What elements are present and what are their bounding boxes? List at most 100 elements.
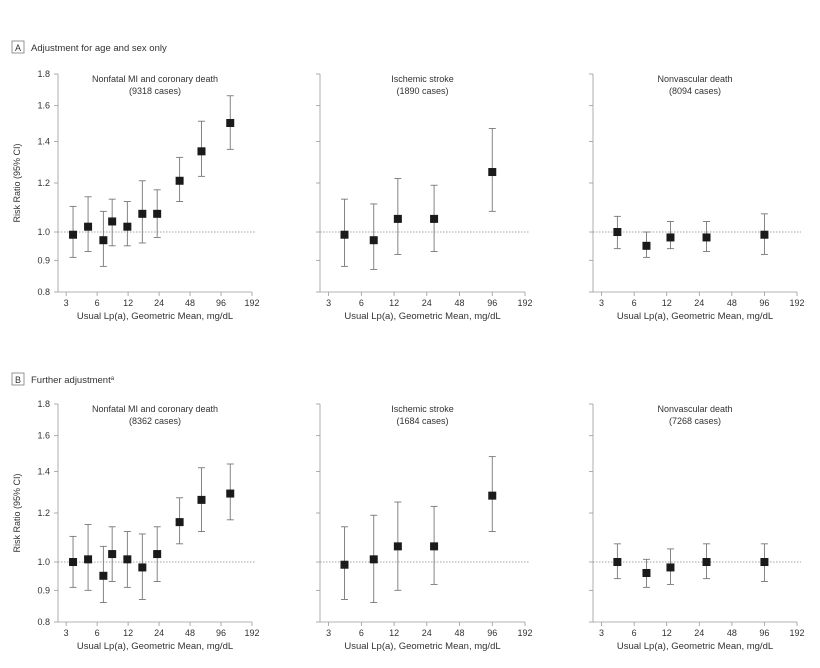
data-point-marker: [84, 222, 93, 231]
data-point-marker: [613, 558, 622, 567]
data-point-marker: [138, 209, 147, 218]
x-tick-label: 48: [455, 628, 465, 638]
x-tick-label: 3: [599, 628, 604, 638]
x-tick-label: 192: [244, 628, 259, 638]
data-point-marker: [153, 550, 162, 559]
subplot-title: Nonvascular death: [657, 74, 732, 84]
x-tick-label: 3: [326, 298, 331, 308]
data-point-marker: [613, 228, 622, 237]
y-tick-label: 1.2: [37, 178, 50, 188]
data-point-marker: [642, 568, 651, 577]
y-tick-label: 1.6: [37, 431, 50, 441]
y-tick-label: 1.0: [37, 227, 50, 237]
data-point-marker: [197, 495, 206, 504]
data-point-marker: [488, 491, 497, 500]
data-point-marker: [153, 209, 162, 218]
data-point-marker: [393, 542, 402, 551]
data-point-marker: [69, 230, 78, 239]
x-tick-label: 192: [789, 298, 804, 308]
x-tick-label: 192: [244, 298, 259, 308]
data-point-marker: [138, 563, 147, 572]
data-point-marker: [760, 230, 769, 239]
x-tick-label: 48: [727, 628, 737, 638]
panel-a-letter: A: [15, 43, 21, 53]
x-axis-label: Usual Lp(a), Geometric Mean, mg/dL: [77, 641, 233, 652]
data-point-marker: [175, 518, 184, 527]
x-tick-label: 48: [455, 298, 465, 308]
x-tick-label: 48: [727, 298, 737, 308]
subplot-title: Nonfatal MI and coronary death: [92, 404, 218, 414]
data-point-marker: [666, 233, 675, 242]
data-point-marker: [430, 214, 439, 223]
data-point-marker: [197, 147, 206, 156]
data-point-marker: [108, 550, 117, 559]
x-tick-label: 12: [662, 628, 672, 638]
data-point-marker: [666, 563, 675, 572]
svg-text:Further adjustmenta: Further adjustmenta: [31, 375, 115, 386]
x-tick-label: 96: [759, 298, 769, 308]
x-axis-label: Usual Lp(a), Geometric Mean, mg/dL: [344, 641, 500, 652]
x-axis-label: Usual Lp(a), Geometric Mean, mg/dL: [77, 311, 233, 322]
data-point-marker: [226, 119, 235, 128]
panel-a-header: A Adjustment for age and sex only: [11, 40, 167, 54]
x-tick-label: 96: [216, 628, 226, 638]
data-point-marker: [84, 555, 93, 564]
data-point-marker: [702, 558, 711, 567]
subplot-a-3: 3 6 12 24 48 96 192 Usual Lp(a), Geometric Mean…: [589, 73, 805, 322]
subplot-a-1: 1.8 1.6 1.4 1.2 1.0 0.9 0.8 Risk Ratio (95% CI)…: [12, 69, 260, 322]
panel-b-title: Further adjustment: [31, 375, 111, 386]
panel-b-footnote-mark: a: [111, 376, 115, 382]
subplot-subtitle: (8094 cases): [669, 86, 721, 96]
data-point-marker: [123, 222, 132, 231]
panel-a-letter-box: [11, 40, 25, 54]
subplot-title: Ischemic stroke: [391, 74, 454, 84]
subplot-subtitle: (1890 cases): [396, 86, 448, 96]
panel-b-letter-box: [11, 372, 25, 386]
x-tick-label: 24: [422, 628, 432, 638]
data-point-marker: [175, 176, 184, 185]
x-axis-label: Usual Lp(a), Geometric Mean, mg/dL: [617, 311, 773, 322]
data-point-marker: [369, 236, 378, 245]
x-tick-label: 48: [185, 628, 195, 638]
x-tick-label: 12: [123, 628, 133, 638]
data-point-marker: [99, 236, 108, 245]
subplot-subtitle: (9318 cases): [129, 86, 181, 96]
data-point-marker: [340, 230, 349, 239]
x-tick-label: 96: [759, 628, 769, 638]
x-tick-label: 12: [389, 628, 399, 638]
x-tick-label: 48: [185, 298, 195, 308]
data-point-marker: [760, 558, 769, 567]
y-tick-label: 1.2: [37, 508, 50, 518]
panel-b-header: B Further adjustmenta: [11, 372, 115, 386]
x-tick-label: 96: [487, 628, 497, 638]
subplot-a-2: 3 6 12 24 48 96 192 Usual Lp(a), Geometric Mean…: [316, 73, 533, 322]
x-tick-label: 3: [599, 298, 604, 308]
x-tick-label: 24: [694, 628, 704, 638]
subplot-subtitle: (1684 cases): [396, 416, 448, 426]
x-tick-label: 6: [95, 298, 100, 308]
x-tick-label: 6: [95, 628, 100, 638]
subplot-subtitle: (8362 cases): [129, 416, 181, 426]
y-tick-label: 1.4: [37, 137, 50, 147]
subplot-title: Nonfatal MI and coronary death: [92, 74, 218, 84]
subplot-b-2: 3 6 12 24 48 96 192 Usual Lp(a), Geometric Mean…: [316, 403, 533, 652]
data-point-marker: [369, 555, 378, 564]
x-tick-label: 12: [662, 298, 672, 308]
x-tick-label: 12: [389, 298, 399, 308]
y-tick-label: 0.8: [37, 617, 50, 627]
data-point-marker: [488, 168, 497, 177]
x-tick-label: 24: [422, 298, 432, 308]
x-tick-label: 6: [359, 298, 364, 308]
y-axis-label: Risk Ratio (95% CI): [12, 143, 22, 222]
subplots: 1.8 1.6 1.4 1.2 1.0 0.9 0.8 Risk Ratio (95% CI)…: [12, 69, 805, 652]
x-tick-label: 96: [487, 298, 497, 308]
subplot-title: Nonvascular death: [657, 404, 732, 414]
y-tick-label: 1.4: [37, 467, 50, 477]
x-tick-label: 12: [123, 298, 133, 308]
data-point-marker: [69, 558, 78, 567]
data-point-marker: [226, 489, 235, 498]
x-tick-label: 192: [517, 298, 532, 308]
y-tick-label: 0.8: [37, 287, 50, 297]
x-tick-label: 3: [326, 628, 331, 638]
